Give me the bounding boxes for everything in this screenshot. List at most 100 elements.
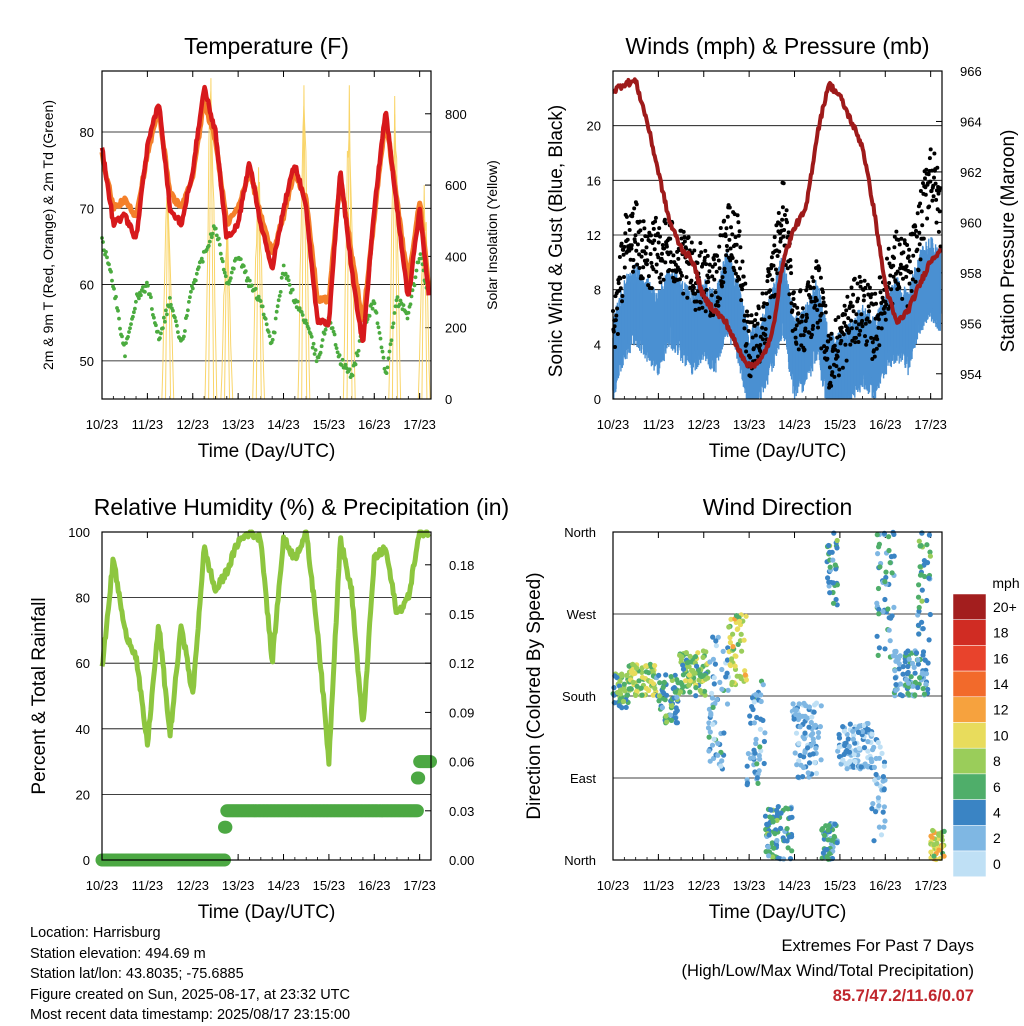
wind-direction-point: [753, 692, 759, 698]
extremes-title: Extremes For Past 7 Days: [781, 937, 974, 955]
gust-point: [735, 213, 740, 218]
gust-point: [750, 335, 755, 340]
gust-point: [913, 279, 918, 284]
gust-point: [904, 264, 909, 269]
wind-direction-point: [758, 698, 764, 705]
plot-border: [101, 70, 432, 400]
gust-point: [722, 270, 727, 274]
wind-direction-point: [813, 770, 820, 777]
plot-border: [101, 531, 432, 861]
gust-point: [744, 342, 749, 346]
gust-point: [815, 320, 820, 325]
wind-direction-point: [831, 530, 837, 536]
gust-point: [652, 238, 657, 243]
dewpoint-point: [322, 332, 327, 336]
wind-direction-point: [614, 675, 620, 681]
x-tick-label: 15/23: [313, 417, 346, 432]
dewpoint-point: [370, 306, 375, 311]
dewpoint-point: [139, 293, 143, 298]
x-tick-label: 10/23: [597, 878, 630, 893]
gust-point: [742, 313, 747, 318]
gust-point: [817, 266, 822, 271]
dewpoint-point: [309, 334, 314, 339]
gust-point: [758, 343, 763, 347]
wind-direction-panel: Wind Direction 10/23 11/23 12/23 13/23 14/23 1…: [524, 494, 947, 923]
gust-point: [655, 231, 660, 236]
wind-direction-point: [836, 732, 842, 738]
dewpoint-point: [214, 233, 219, 238]
dewpoint-point: [355, 353, 360, 358]
wind-direction-point: [668, 674, 674, 680]
gust-point: [669, 259, 673, 264]
gust-point: [627, 228, 632, 232]
wind-direction-point: [717, 679, 723, 686]
dewpoint-point: [385, 365, 390, 370]
dewpoint-point: [114, 294, 118, 299]
wind-direction-point: [661, 679, 667, 686]
gust-point: [720, 275, 725, 280]
y-tick-label: 60: [76, 656, 90, 671]
gust-point: [720, 284, 724, 289]
wind-direction-point: [634, 665, 640, 671]
gust-point: [912, 232, 917, 237]
y-tick-label: 20: [587, 119, 601, 134]
gust-point: [879, 326, 884, 331]
y-right-tick-label: 958: [960, 266, 982, 281]
gust-point: [872, 354, 877, 359]
gust-point: [884, 302, 889, 307]
gust-point: [861, 298, 866, 303]
wind-direction-point: [793, 707, 800, 713]
gust-point: [668, 250, 673, 255]
x-tick-label: 11/23: [132, 417, 164, 432]
y-tick-label: 80: [80, 125, 94, 140]
wind-direction-point: [738, 675, 744, 682]
dewpoint-point: [185, 313, 189, 318]
gust-point: [927, 204, 932, 209]
gust-point: [862, 293, 867, 298]
wind-direction-point: [902, 659, 908, 665]
dewpoint-point: [127, 330, 131, 334]
gust-point: [936, 229, 941, 234]
gust-point: [704, 262, 709, 267]
station-pressure-line: [611, 77, 943, 369]
dewpoint-point: [238, 257, 243, 261]
y-right-axis-label: Solar Insolation (Yellow): [484, 160, 500, 310]
gust-point: [780, 217, 785, 222]
wind-direction-point: [887, 638, 893, 644]
colorbar-swatch: [952, 619, 987, 646]
gust-point: [813, 303, 818, 308]
gust-point: [619, 241, 624, 246]
dewpoint-point: [388, 342, 393, 347]
wind-direction-point: [692, 670, 698, 676]
wind-direction-point: [832, 821, 838, 827]
dewpoint-point: [126, 335, 130, 339]
gust-point: [633, 239, 638, 244]
gust-point: [643, 251, 648, 256]
y-tick-label: 12: [587, 228, 601, 243]
y-tick-label: North: [564, 853, 596, 868]
gust-point: [802, 347, 807, 352]
wind-direction-point: [795, 774, 801, 780]
gust-point: [718, 226, 723, 230]
chart-title: Winds (mph) & Pressure (mb): [625, 33, 929, 59]
x-tick-label: 14/23: [778, 417, 811, 432]
wind-direction-point: [919, 598, 925, 604]
wind-direction-point: [833, 596, 839, 603]
dewpoint-point: [264, 322, 269, 327]
gust-point: [736, 233, 741, 238]
colorbar-swatch: [952, 850, 987, 877]
gust-point: [707, 262, 712, 267]
dewpoint-point: [389, 338, 394, 343]
wind-direction-point: [923, 681, 929, 687]
gust-point: [810, 327, 815, 331]
wind-direction-point: [900, 671, 906, 677]
wind-direction-point: [710, 721, 716, 727]
y-tick-label: West: [567, 607, 597, 622]
gust-point: [620, 299, 624, 304]
dewpoint-point: [406, 310, 411, 315]
dewpoint-point: [183, 329, 187, 333]
x-tick-label: 10/23: [86, 878, 119, 893]
x-tick-label: 12/23: [176, 417, 209, 432]
gust-point: [638, 219, 642, 224]
wind-direction-point: [758, 716, 764, 722]
